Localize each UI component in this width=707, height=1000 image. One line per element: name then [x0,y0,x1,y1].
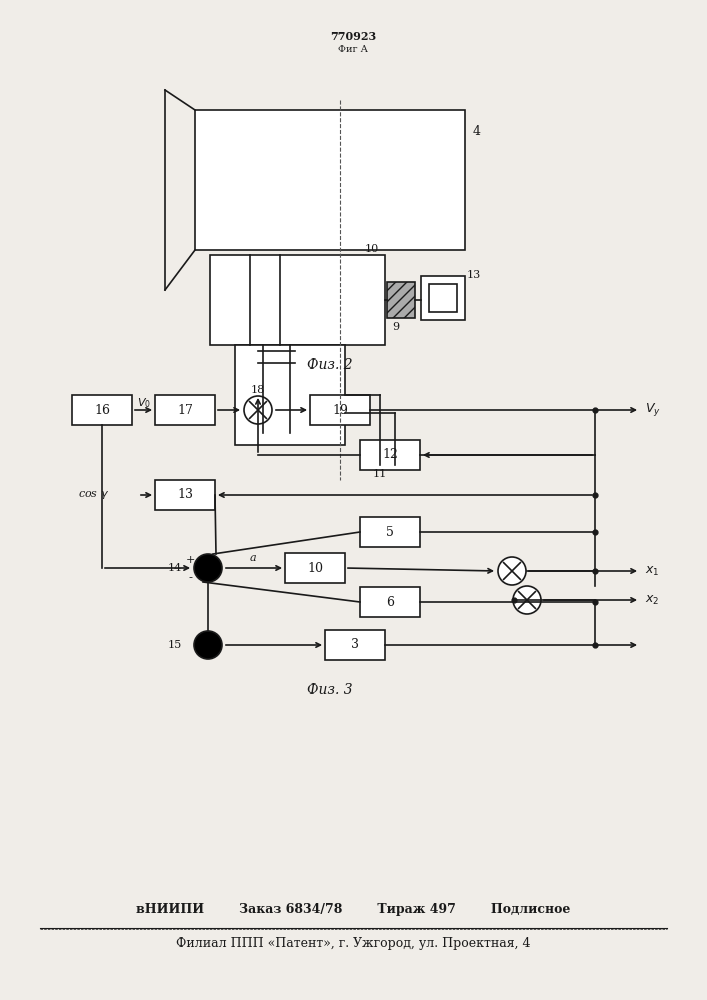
Bar [285,553,345,583]
Bar [387,282,415,318]
Text: Фиг A: Фиг A [338,45,368,54]
Text: -: - [188,572,192,582]
Text: $x_2$: $x_2$ [645,593,660,607]
Bar [72,395,132,425]
Bar [429,284,457,312]
Text: cos $\gamma$: cos $\gamma$ [78,489,110,501]
Bar [325,630,385,660]
Text: 10: 10 [365,244,379,254]
Circle shape [194,631,222,659]
Text: Фuз. 3: Фuз. 3 [307,683,353,697]
Text: 18: 18 [251,385,265,395]
Text: 13: 13 [177,488,193,502]
Bar [235,345,345,445]
Bar [310,395,370,425]
Bar [155,395,215,425]
Text: 6: 6 [386,595,394,608]
Text: 10: 10 [307,562,323,574]
Text: 5: 5 [386,526,394,538]
Bar [360,587,420,617]
Bar [360,440,420,470]
Bar [421,276,465,320]
Text: 17: 17 [177,403,193,416]
Text: 19: 19 [332,403,348,416]
Text: 15: 15 [168,640,182,650]
Text: +: + [185,555,194,565]
Text: $V_0$: $V_0$ [137,396,151,410]
Circle shape [194,554,222,582]
Text: Фuз. 2: Фuз. 2 [307,358,353,372]
Bar [195,110,465,250]
Circle shape [498,557,526,585]
Text: 3: 3 [351,639,359,652]
Text: 14: 14 [168,563,182,573]
Text: 13: 13 [467,270,481,280]
Circle shape [513,586,541,614]
Bar [360,517,420,547]
Circle shape [244,396,272,424]
Text: $x_1$: $x_1$ [645,564,660,578]
Text: 11: 11 [373,469,387,479]
Text: вНИИПИ        Заказ 6834/78        Тираж 497        Подлисное: вНИИПИ Заказ 6834/78 Тираж 497 Подлисное [136,904,570,916]
Text: 12: 12 [382,448,398,462]
Text: 770923: 770923 [330,31,376,42]
Text: Филиал ППП «Патент», г. Ужгород, ул. Проектная, 4: Филиал ППП «Патент», г. Ужгород, ул. Про… [176,938,530,950]
Bar [155,480,215,510]
Bar [210,255,385,345]
Text: 9: 9 [392,322,399,332]
Text: 4: 4 [473,125,481,138]
Text: 16: 16 [94,403,110,416]
Text: a: a [250,553,257,563]
Text: $V_y$: $V_y$ [645,401,661,418]
